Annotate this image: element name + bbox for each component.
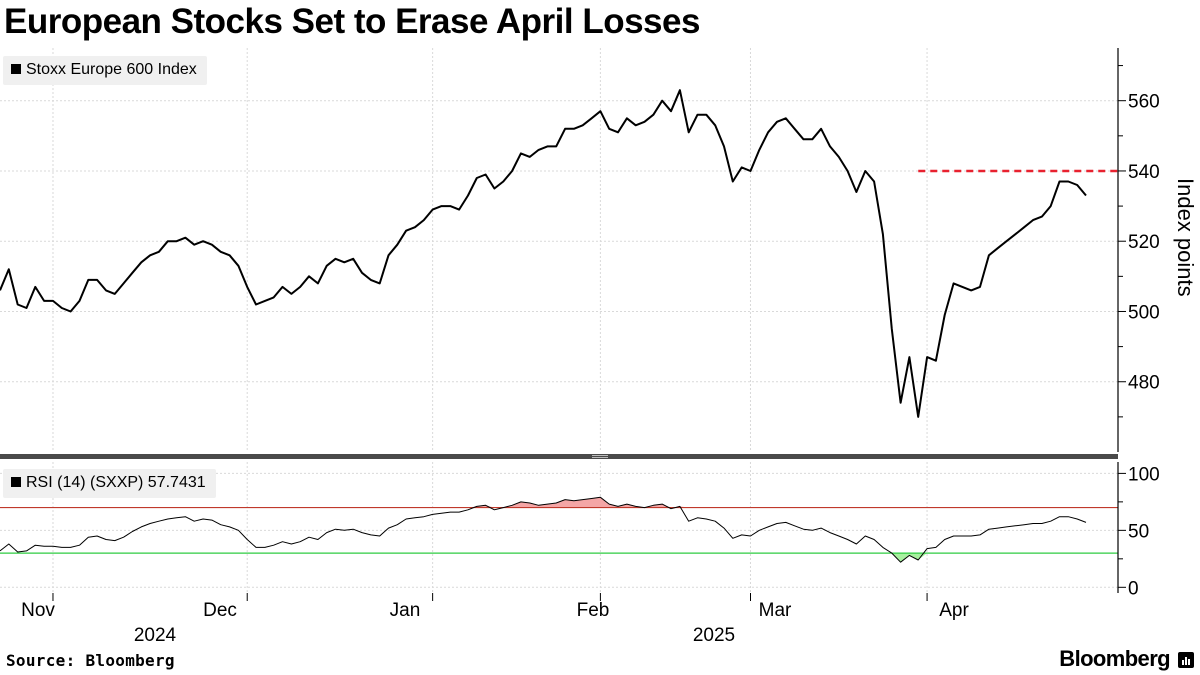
legend-swatch bbox=[11, 476, 21, 487]
x-tick-label: Mar bbox=[759, 600, 792, 621]
y-tick-label: 540 bbox=[1128, 162, 1160, 183]
rsi-y-tick-label: 100 bbox=[1128, 464, 1160, 485]
rsi-y-tick-label: 50 bbox=[1128, 521, 1149, 542]
x-tick-label: Jan bbox=[390, 600, 421, 621]
x-tick-label: Nov bbox=[21, 600, 55, 621]
y-tick-label: 500 bbox=[1128, 302, 1160, 323]
rsi-overbought-fill bbox=[0, 497, 1086, 508]
brand-logo: Bloomberg bbox=[1059, 646, 1170, 671]
chart-title: European Stocks Set to Erase April Losse… bbox=[4, 2, 700, 41]
x-tick-label: Dec bbox=[203, 600, 237, 621]
y-tick-label: 480 bbox=[1128, 373, 1160, 394]
legend-swatch bbox=[11, 63, 21, 74]
brand-chart-icon bbox=[1178, 652, 1194, 668]
rsi-y-tick-label: 0 bbox=[1128, 578, 1139, 599]
x-tick-label: Feb bbox=[577, 600, 610, 621]
legend-main: Stoxx Europe 600 Index bbox=[3, 56, 207, 85]
x-year-label: 2024 bbox=[134, 625, 177, 646]
legend-rsi: RSI (14) (SXXP) 57.7431 bbox=[3, 469, 216, 498]
y-tick-label: 560 bbox=[1128, 92, 1160, 113]
price-line bbox=[0, 89, 1087, 418]
x-tick-label: Apr bbox=[939, 600, 969, 621]
y-tick-label: 520 bbox=[1128, 232, 1160, 253]
source-note: Source: Bloomberg bbox=[6, 651, 175, 670]
x-year-label: 2025 bbox=[693, 625, 735, 646]
panel-divider bbox=[0, 454, 1118, 459]
legend-main-label: Stoxx Europe 600 Index bbox=[26, 61, 197, 78]
legend-rsi-label: RSI (14) (SXXP) 57.7431 bbox=[26, 474, 206, 491]
y-axis-label: Index points bbox=[1173, 178, 1198, 297]
rsi-line bbox=[0, 496, 1087, 563]
